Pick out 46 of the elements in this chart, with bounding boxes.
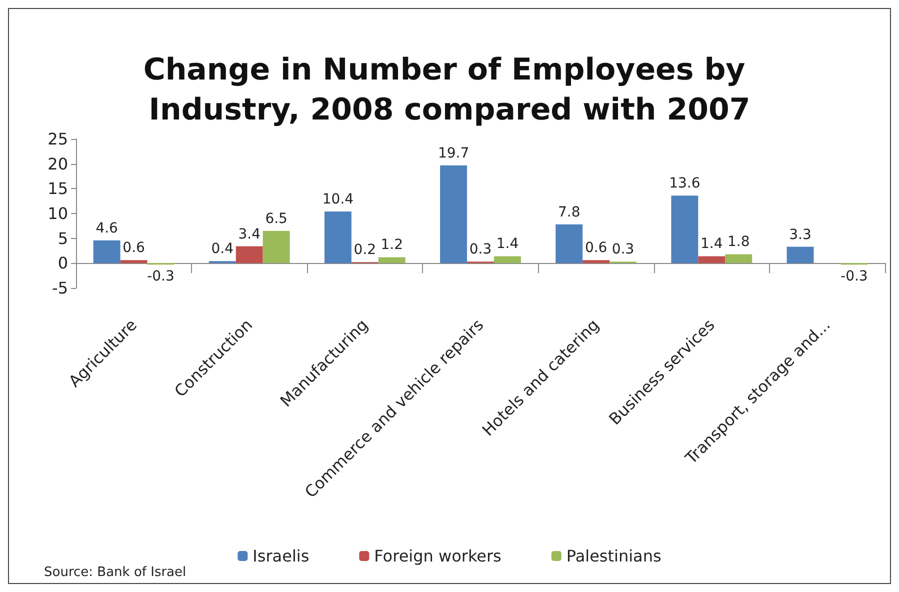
data-label: -0.3 — [147, 268, 174, 285]
y-tick-label: 5 — [58, 228, 68, 248]
data-label: 1.4 — [496, 236, 519, 252]
data-label: 13.6 — [669, 176, 700, 192]
data-label: 1.8 — [727, 234, 750, 250]
bar — [698, 256, 726, 264]
bar — [671, 196, 698, 264]
bar — [494, 256, 521, 264]
source-note: Source: Bank of Israel — [44, 565, 186, 580]
bar — [93, 240, 120, 264]
bar — [236, 246, 263, 264]
data-label: 19.7 — [438, 145, 470, 162]
data-label: -0.3 — [840, 268, 868, 285]
data-label: 6.5 — [265, 210, 288, 227]
data-label: 0.3 — [469, 242, 492, 258]
data-label: 1.2 — [380, 237, 404, 254]
bar — [786, 246, 814, 264]
bar — [582, 260, 610, 264]
data-label: 3.3 — [789, 226, 812, 243]
bar — [324, 212, 352, 264]
data-label: 0.4 — [211, 241, 234, 258]
data-label: 0.6 — [584, 240, 608, 256]
y-tick-label: 25 — [48, 130, 68, 148]
chart-title: Change in Number of Employees by Industry, 2008 compared with 2007 — [143, 52, 756, 128]
bar — [556, 224, 583, 264]
data-label: 4.6 — [96, 220, 118, 236]
bar — [440, 165, 468, 264]
y-tick-label: 15 — [48, 179, 68, 198]
data-label: 0.2 — [354, 242, 376, 258]
y-tick-label: -5 — [52, 278, 68, 298]
data-label: 0.3 — [612, 242, 634, 258]
legend-label: Israelis — [252, 546, 310, 566]
bar — [120, 260, 148, 264]
y-tick-label: 0 — [58, 254, 68, 273]
legend-label: Foreign workers — [374, 546, 502, 566]
y-tick-label: 20 — [48, 154, 68, 174]
bar — [378, 257, 406, 264]
bar — [262, 230, 290, 264]
legend-label: Palestinians — [566, 546, 662, 566]
y-tick-label: 10 — [48, 204, 68, 223]
data-label: 3.4 — [238, 226, 261, 242]
bar — [725, 254, 752, 264]
data-label: 1.4 — [700, 236, 723, 252]
data-label: 0.6 — [122, 240, 146, 256]
data-label: 10.4 — [322, 192, 354, 208]
data-label: 7.8 — [558, 204, 580, 220]
